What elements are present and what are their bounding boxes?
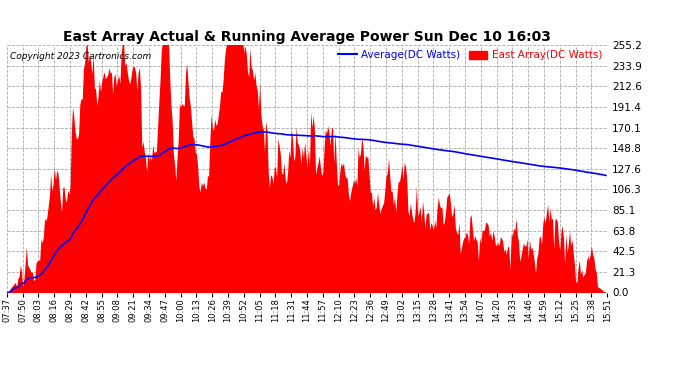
- Text: Copyright 2023 Cartronics.com: Copyright 2023 Cartronics.com: [10, 53, 151, 62]
- Legend: Average(DC Watts), East Array(DC Watts): Average(DC Watts), East Array(DC Watts): [338, 50, 602, 60]
- Title: East Array Actual & Running Average Power Sun Dec 10 16:03: East Array Actual & Running Average Powe…: [63, 30, 551, 44]
